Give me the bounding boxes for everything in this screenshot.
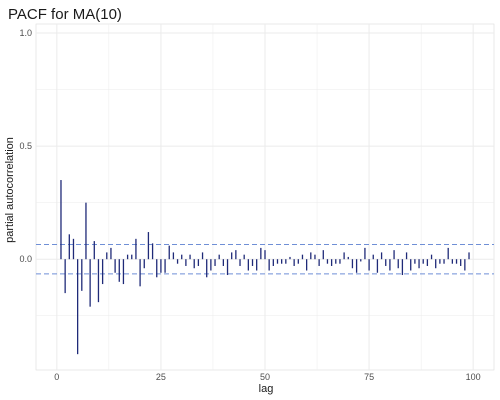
x-tick-label: 25 bbox=[156, 372, 166, 382]
x-tick-label: 75 bbox=[364, 372, 374, 382]
x-tick-label: 100 bbox=[466, 372, 481, 382]
y-axis-title: partial autocorrelation bbox=[4, 137, 16, 243]
pacf-bars bbox=[60, 180, 470, 355]
confidence-band bbox=[36, 243, 494, 275]
y-tick-label: 1.0 bbox=[19, 28, 32, 38]
y-tick-label: 0.0 bbox=[19, 254, 32, 264]
chart-title: PACF for MA(10) bbox=[8, 6, 122, 23]
y-axis-ticks: 0.0 0.5 1.0 bbox=[19, 28, 32, 264]
x-tick-label: 0 bbox=[54, 372, 59, 382]
y-tick-label: 0.5 bbox=[19, 141, 32, 151]
x-tick-label: 50 bbox=[260, 372, 270, 382]
x-axis-title: lag bbox=[259, 383, 274, 395]
x-axis-ticks: 0 25 50 75 100 bbox=[54, 372, 480, 382]
grid-lines bbox=[36, 24, 494, 370]
